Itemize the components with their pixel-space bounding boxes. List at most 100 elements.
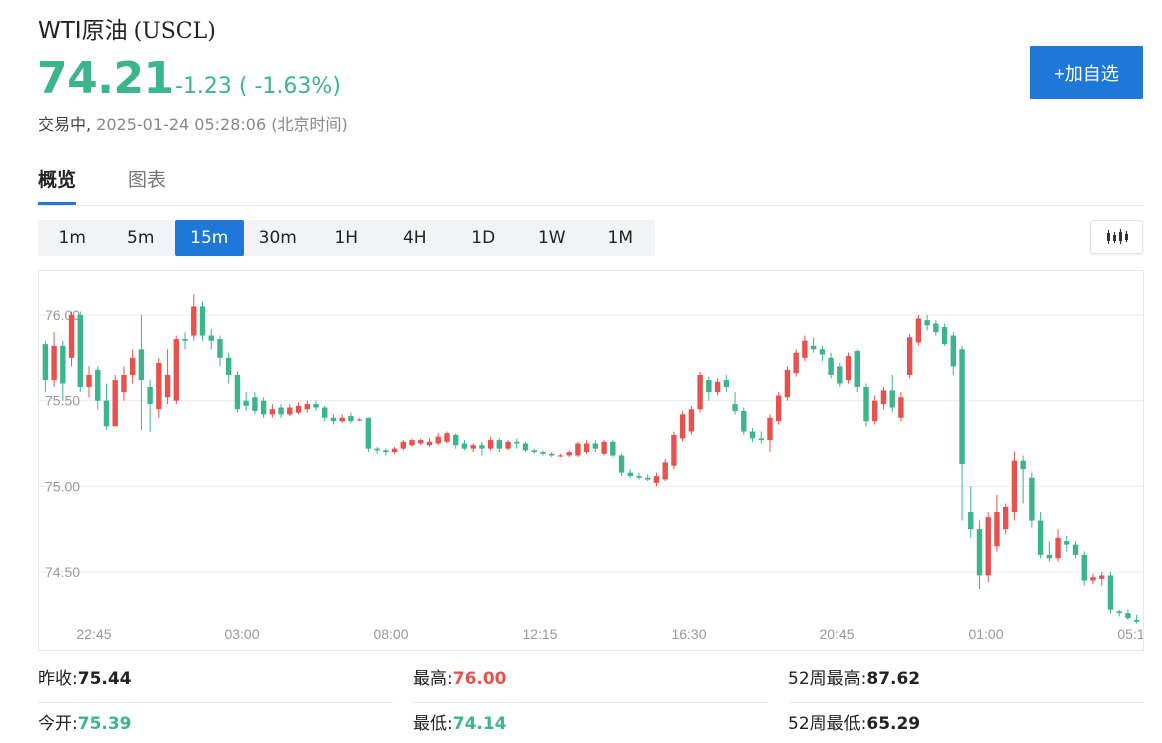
candle-body (723, 380, 730, 387)
candle-body (889, 390, 895, 408)
candle-body (880, 390, 887, 405)
stat-high-value: 76.00 (452, 669, 507, 689)
x-tick-label: 20:45 (819, 626, 854, 642)
candle-body (933, 323, 939, 333)
stat-prev-close-label: 昨收: (38, 669, 78, 689)
candle-body (304, 404, 310, 410)
candle-body (225, 357, 232, 375)
candle-body (1020, 460, 1026, 470)
candle-body (173, 338, 180, 401)
candle-body (217, 338, 223, 358)
candlestick-toggle-button[interactable] (1090, 220, 1143, 254)
candle-body (1125, 613, 1131, 619)
candle-body (854, 350, 860, 387)
candle-body (985, 517, 991, 576)
candle-body (810, 345, 817, 350)
candle-body (1107, 575, 1114, 610)
y-tick-label: 74.50 (45, 564, 80, 580)
period-1w[interactable]: 1W (537, 228, 566, 248)
tab-overview[interactable]: 概览 (38, 165, 77, 205)
candle-body (671, 434, 677, 466)
candle-body (583, 443, 590, 453)
candle-body (540, 452, 546, 454)
candle-body (374, 448, 380, 451)
period-30m[interactable]: 30m (258, 228, 297, 248)
candle-body (278, 407, 284, 415)
candle-body (1011, 460, 1018, 513)
period-1mo[interactable]: 1M (607, 228, 633, 248)
candle-body (575, 443, 581, 456)
candle-body (592, 443, 599, 449)
candle-body (426, 441, 433, 446)
candle-body (941, 326, 948, 345)
candle-body (531, 450, 537, 453)
candle-body (287, 407, 293, 415)
x-tick-label: 12:15 (522, 626, 557, 642)
candle-body (505, 441, 511, 449)
candle-body (549, 453, 555, 456)
candle-body (1029, 477, 1035, 521)
x-tick-label: 05:1 (1117, 626, 1143, 642)
candle-body (1099, 575, 1105, 579)
candle-body (802, 340, 808, 358)
candle-body (1072, 544, 1079, 555)
period-1h[interactable]: 1H (334, 228, 359, 248)
candle-body (191, 306, 197, 336)
candle-body (845, 356, 852, 381)
candle-body (741, 410, 747, 432)
tab-bar: 概览 图表 (38, 165, 1144, 206)
instrument-title: WTI原油 (USCL) (38, 11, 216, 45)
stat-52wk-low-value: 65.29 (866, 714, 921, 734)
candle-body (199, 306, 206, 336)
candle-body (924, 320, 930, 326)
candle-body (260, 400, 267, 415)
tab-chart[interactable]: 图表 (128, 169, 167, 191)
candle-body (793, 352, 799, 374)
candle-body (103, 400, 110, 427)
x-tick-label: 16:30 (671, 626, 706, 642)
stat-high: 最高:76.00 (413, 664, 768, 700)
period-5m[interactable]: 5m (127, 228, 155, 248)
candle-body (496, 440, 503, 449)
instrument-code: (USCL) (133, 19, 216, 44)
candle-body (662, 462, 668, 480)
price-chart[interactable]: 76.00 75.50 75.00 74.50 22:45 03:00 08:00 12:15… (38, 270, 1144, 651)
divider (788, 702, 1144, 703)
candlestick-icon (1106, 229, 1128, 244)
period-4h[interactable]: 4H (402, 228, 427, 248)
candle-body (365, 417, 372, 449)
candle-body (906, 337, 913, 375)
candle-body (645, 477, 651, 480)
candle-body (252, 397, 258, 411)
stat-open-value: 75.39 (77, 714, 132, 734)
candle-body (514, 441, 520, 444)
candle-body (313, 404, 319, 408)
stat-52wk-high-label: 52周最高: (788, 669, 867, 689)
candle-body (356, 419, 363, 421)
x-tick-label: 01:00 (968, 626, 1003, 642)
candle-body (243, 400, 249, 406)
candle-body (1055, 537, 1061, 559)
stat-low-value: 74.14 (452, 714, 507, 734)
candle-body (679, 414, 686, 439)
trading-status: 交易中, 2025-01-24 05:28:06 (北京时间) (38, 111, 348, 135)
candle-body (339, 417, 345, 422)
candle-body (418, 440, 424, 444)
period-15m[interactable]: 15m (175, 220, 244, 256)
candle-body (1064, 541, 1070, 545)
candle-body (409, 440, 415, 446)
period-1m[interactable]: 1m (58, 228, 86, 248)
candle-body (1002, 506, 1009, 530)
stat-high-label: 最高: (413, 669, 453, 689)
add-to-watchlist-button[interactable]: +加自选 (1030, 46, 1143, 99)
period-1d[interactable]: 1D (471, 228, 496, 248)
candle-body (330, 417, 337, 422)
instrument-name: WTI原油 (38, 18, 128, 44)
candle-body (1133, 619, 1140, 622)
candle-body (697, 374, 703, 410)
candle-body (828, 357, 834, 375)
candle-body (42, 344, 49, 381)
candle-body (968, 512, 974, 530)
candle-body (819, 349, 826, 355)
candle-body (77, 315, 83, 387)
